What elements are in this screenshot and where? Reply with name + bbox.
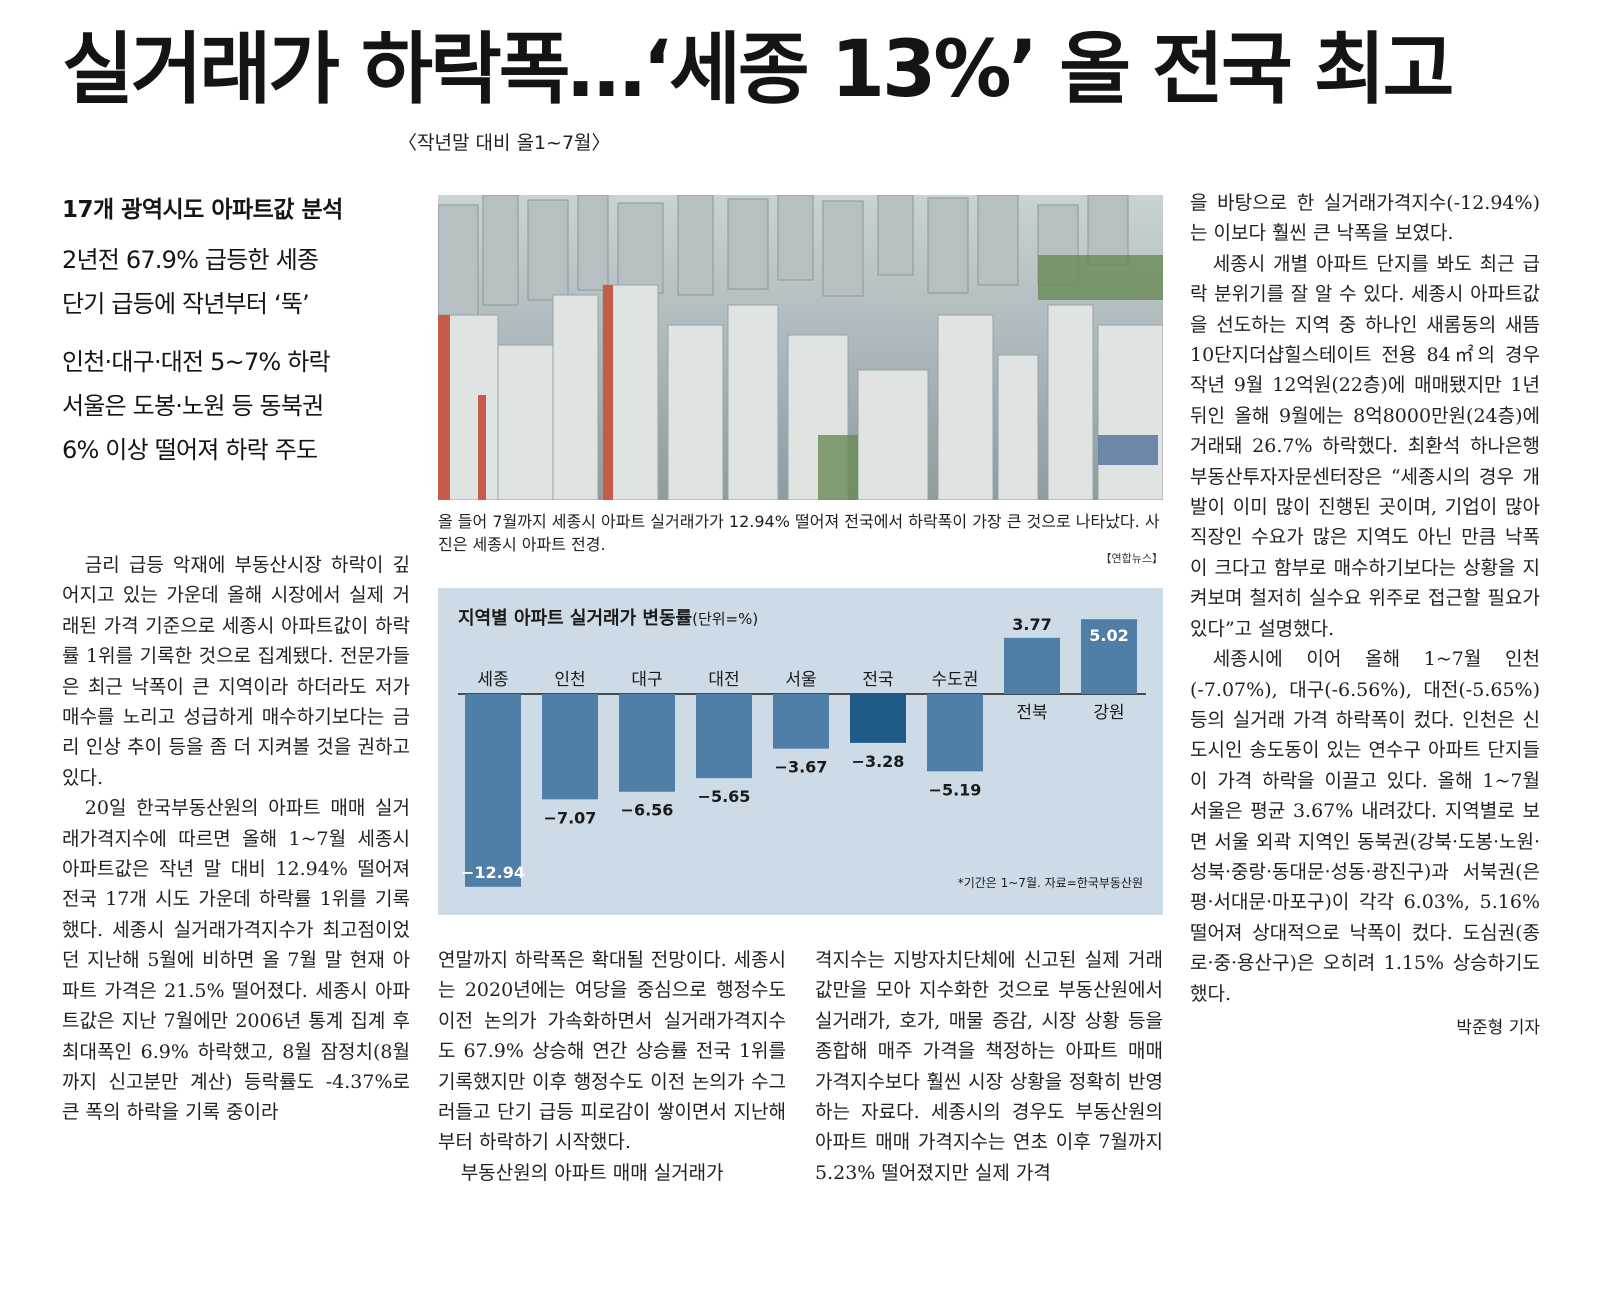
category-label: 강원	[1093, 703, 1124, 723]
deck-line: 6% 이상 떨어져 하락 주도	[62, 436, 318, 464]
deck-line: 2년전 67.9% 급등한 세종	[62, 246, 319, 274]
bar-7	[1004, 637, 1060, 694]
value-label: −12.94	[461, 863, 525, 882]
deck-headlines: 17개 광역시도 아파트값 분석 2년전 67.9% 급등한 세종 단기 급등에…	[62, 190, 422, 472]
chart-title-text: 지역별 아파트 실거래가 변동률	[458, 608, 693, 629]
article-paragraph: 세종시에 이어 올해 1~7월 인천(-7.07%), 대구(-6.56%), …	[1190, 648, 1540, 1005]
article-paragraph: 연말까지 하락폭은 확대될 전망이다. 세종시는 2020년에는 여당을 중심으…	[438, 949, 786, 1154]
chart-plot: 세종 −12.94 인천 −7.07 대구 −6.56 대전 −5.65 서울 −3.67 전국 −3…	[458, 615, 1146, 887]
value-label: −3.67	[775, 758, 828, 777]
bar-4	[773, 694, 829, 749]
bar-0	[465, 694, 521, 887]
value-label: −7.07	[544, 808, 597, 827]
chart-title: 지역별 아파트 실거래가 변동률(단위=%)	[458, 604, 758, 630]
bar-8	[1081, 619, 1137, 694]
deck-main: 17개 광역시도 아파트값 분석	[62, 197, 343, 223]
category-label: 대구	[631, 670, 662, 690]
bar-6	[927, 694, 983, 772]
deck-line: 인천·대구·대전 5~7% 하락	[62, 348, 331, 376]
article-paragraph: 금리 급등 악재에 부동산시장 하락이 깊어지고 있는 가운데 올해 시장에서 …	[62, 554, 410, 789]
article-paragraph: 20일 한국부동산원의 아파트 매매 실거래가격지수에 따르면 올해 1~7월 …	[62, 797, 410, 1124]
bar-2	[619, 694, 675, 792]
byline: 박준형 기자	[1456, 1017, 1540, 1038]
article-column-left: 금리 급등 악재에 부동산시장 하락이 깊어지고 있는 가운데 올해 시장에서 …	[62, 550, 410, 1128]
category-label: 세종	[477, 670, 508, 690]
value-label: −3.28	[852, 752, 905, 771]
value-label: −5.65	[698, 787, 751, 806]
value-label: −6.56	[621, 801, 674, 820]
bar-1	[542, 694, 598, 800]
headline: 실거래가 하락폭…‘세종 13%’ 올 전국 최고	[62, 25, 1454, 115]
photo-credit: 【연합뉴스】	[1100, 552, 1163, 565]
category-label: 대전	[708, 670, 739, 690]
caption-text: 올 들어 7월까지 세종시 아파트 실거래가가 12.94% 떨어져 전국에서 …	[438, 512, 1160, 554]
article-column-right: 을 바탕으로 한 실거래가격지수(-12.94%)는 이보다 훨씬 큰 낙폭을 …	[1190, 188, 1540, 1043]
article-paragraph: 을 바탕으로 한 실거래가격지수(-12.94%)는 이보다 훨씬 큰 낙폭을 …	[1190, 192, 1540, 245]
value-label: −5.19	[929, 780, 982, 799]
deck-line: 서울은 도봉·노원 등 동북권	[62, 392, 324, 420]
category-label: 전북	[1016, 703, 1047, 723]
bar-chart: 지역별 아파트 실거래가 변동률(단위=%) 세종 −12.94 인천 −7.07 대구…	[438, 588, 1163, 915]
article-paragraph: 격지수는 지방자치단체에 신고된 실제 거래값만을 모아 지수화한 것으로 부동…	[815, 949, 1163, 1184]
article-column-mid2: 격지수는 지방자치단체에 신고된 실제 거래값만을 모아 지수화한 것으로 부동…	[815, 945, 1163, 1188]
deck-line: 단기 급등에 작년부터 ‘뚝’	[62, 290, 310, 318]
bar-5	[850, 694, 906, 743]
category-label: 서울	[785, 670, 816, 690]
subhead: 〈작년말 대비 올1~7월〉	[398, 132, 611, 154]
bar-3	[696, 694, 752, 779]
chart-source: *기간은 1~7월. 자료=한국부동산원	[957, 876, 1143, 890]
category-label: 인천	[554, 670, 585, 690]
value-label: 5.02	[1089, 626, 1128, 645]
article-paragraph: 세종시 개별 아파트 단지를 봐도 최근 급락 분위기를 잘 알 수 있다. 세…	[1190, 252, 1540, 640]
category-label: 수도권	[932, 670, 979, 690]
article-paragraph: 부동산원의 아파트 매매 실거래가	[460, 1161, 724, 1184]
photo-sejong-apartments	[438, 195, 1163, 500]
chart-unit: (단위=%)	[692, 610, 759, 628]
category-label: 전국	[862, 670, 893, 690]
photo-caption: 올 들어 7월까지 세종시 아파트 실거래가가 12.94% 떨어져 전국에서 …	[438, 510, 1163, 565]
article-column-mid1: 연말까지 하락폭은 확대될 전망이다. 세종시는 2020년에는 여당을 중심으…	[438, 945, 786, 1188]
value-label: 3.77	[1012, 615, 1051, 634]
